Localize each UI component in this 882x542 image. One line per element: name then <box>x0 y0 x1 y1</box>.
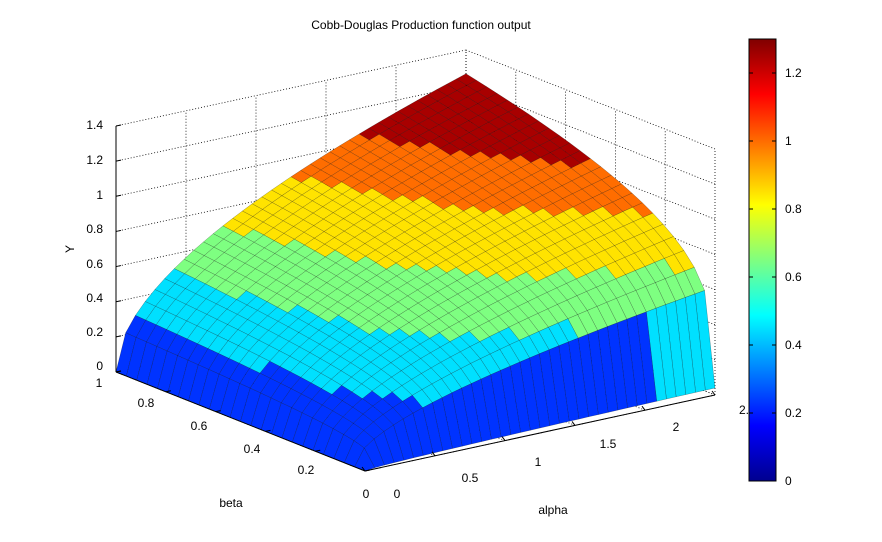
x-tick-label: 1.5 <box>600 437 617 451</box>
z-tick-label: 1.4 <box>86 118 103 132</box>
z-tick-label: 0.4 <box>86 291 103 305</box>
y-tick-label: 1 <box>96 376 103 390</box>
z-axis-label: Y <box>63 245 77 253</box>
y-tick-label: 0.6 <box>191 419 208 433</box>
z-tick <box>115 159 122 162</box>
y-tick <box>215 410 221 413</box>
z-tick <box>115 300 122 303</box>
y-axis-label: beta <box>219 496 243 510</box>
z-tick-label: 0 <box>96 359 103 373</box>
x-tick-label: 0.5 <box>462 471 479 485</box>
z-tick <box>115 124 122 127</box>
z-tick-label: 0.8 <box>86 222 103 236</box>
y-tick-label: 0.2 <box>298 463 315 477</box>
x-tick <box>361 466 366 472</box>
axes-frame <box>115 124 716 472</box>
x-tick-label: 1 <box>535 455 542 469</box>
z-tick-label: 1.2 <box>86 153 103 167</box>
chart-title: Cobb-Douglas Production function output <box>311 18 531 32</box>
x-axis-line <box>364 394 716 472</box>
y-tick <box>364 469 371 472</box>
colorbar <box>748 38 777 482</box>
colorbar-tick-label: 0 <box>785 474 792 488</box>
y-axis-line <box>115 371 366 472</box>
x-tick-label: 0 <box>394 487 401 501</box>
colorbar-tick-labels: 0 0.2 0.4 0.6 0.8 1 1.2 <box>785 66 802 488</box>
y-tick-label: 0 <box>363 487 370 501</box>
y-tick-label: 0.4 <box>244 442 261 456</box>
x-axis-label: alpha <box>538 503 568 517</box>
y-tick <box>315 449 321 452</box>
z-tick <box>115 194 122 197</box>
y-tick <box>115 370 122 373</box>
x-tick <box>501 436 506 441</box>
x-tick-label: 2 <box>673 420 680 434</box>
y-tick <box>165 390 171 393</box>
x-tick <box>641 405 646 411</box>
colorbar-tick-label: 0.6 <box>785 270 802 284</box>
colorbar-tick-label: 0.4 <box>785 338 802 352</box>
y-tick-label: 0.8 <box>138 396 155 410</box>
colorbar-tick-label: 0.8 <box>785 202 802 216</box>
colorbar-tick-label: 1.2 <box>785 66 802 80</box>
z-tick-label: 1 <box>96 188 103 202</box>
y-tick <box>265 429 271 432</box>
z-tick-label: 0.6 <box>86 257 103 271</box>
colorbar-tick-label: 1 <box>785 134 792 148</box>
z-tick-labels: 0 0.2 0.4 0.6 0.8 1 1.2 1.4 <box>86 118 103 373</box>
surface-plot <box>115 73 716 472</box>
x-tick-label: 2. <box>739 403 749 417</box>
y-tick-labels: 0 0.2 0.4 0.6 0.8 1 <box>96 376 370 501</box>
x-tick-labels: 0 0.5 1 1.5 2 2. <box>394 403 749 501</box>
z-tick <box>115 229 122 232</box>
colorbar-tick-label: 0.2 <box>785 406 802 420</box>
z-tick-label: 0.2 <box>86 325 103 339</box>
z-tick <box>115 265 122 268</box>
x-tick <box>711 390 716 396</box>
x-tick <box>431 451 436 457</box>
x-tick <box>571 421 576 426</box>
colorbar-ticks <box>749 72 776 482</box>
z-tick <box>115 335 122 338</box>
